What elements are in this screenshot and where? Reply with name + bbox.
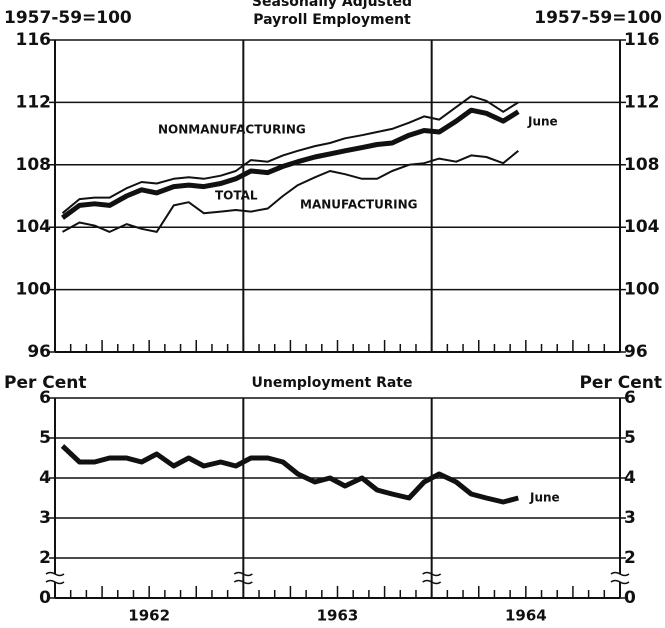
y-axis-label: Per Cent (4, 373, 87, 393)
y-tick-label: 96 (624, 342, 648, 362)
y-axis-label: Per Cent (579, 373, 662, 393)
y-tick-label: 4 (39, 468, 51, 488)
axis-break (611, 574, 629, 582)
annotation: June (529, 491, 560, 505)
y-tick-label: 112 (16, 92, 52, 112)
axis-break (46, 574, 64, 582)
axis-break (610, 571, 630, 585)
y-tick-label: 6 (624, 388, 636, 408)
y-tick-label: 3 (39, 508, 51, 528)
x-tick-label: 1964 (505, 607, 547, 625)
y-tick-label: 100 (16, 280, 52, 300)
series-label: MANUFACTURING (300, 198, 417, 212)
y-tick-label: 5 (39, 428, 51, 448)
y-tick-label: 104 (624, 217, 660, 237)
y-tick-label: 2 (624, 548, 636, 568)
x-tick-label: 1962 (128, 607, 170, 625)
y-tick-label: 4 (624, 468, 636, 488)
y-tick-label: 116 (624, 30, 660, 50)
y-axis-label: 1957-59=100 (4, 8, 132, 28)
y-tick-label: 104 (16, 217, 52, 237)
y-tick-label: 5 (624, 428, 636, 448)
annotation: June (527, 115, 558, 129)
y-tick-label: 0 (39, 588, 51, 608)
subtitle: Seasonally Adjusted (252, 0, 412, 10)
chart-title: Payroll Employment (253, 12, 411, 28)
y-tick-label: 116 (16, 30, 52, 50)
y-tick-label: 0 (624, 588, 636, 608)
series-line (60, 444, 519, 505)
y-tick-label: 112 (624, 92, 660, 112)
axis-break (45, 571, 65, 585)
y-tick-label: 100 (624, 280, 660, 300)
y-tick-label: 108 (624, 155, 660, 175)
y-axis-label: 1957-59=100 (534, 8, 662, 28)
chart-title: Unemployment Rate (251, 375, 412, 391)
series-label: NONMANUFACTURING (158, 123, 306, 137)
y-tick-label: 108 (16, 155, 52, 175)
series-label: TOTAL (215, 189, 258, 203)
y-tick-label: 6 (39, 388, 51, 408)
series-line (61, 95, 519, 214)
y-tick-label: 3 (624, 508, 636, 528)
series-line (61, 107, 520, 220)
x-tick-label: 1963 (317, 607, 359, 625)
y-tick-label: 2 (39, 548, 51, 568)
y-tick-label: 96 (27, 342, 51, 362)
series-line (62, 150, 519, 233)
